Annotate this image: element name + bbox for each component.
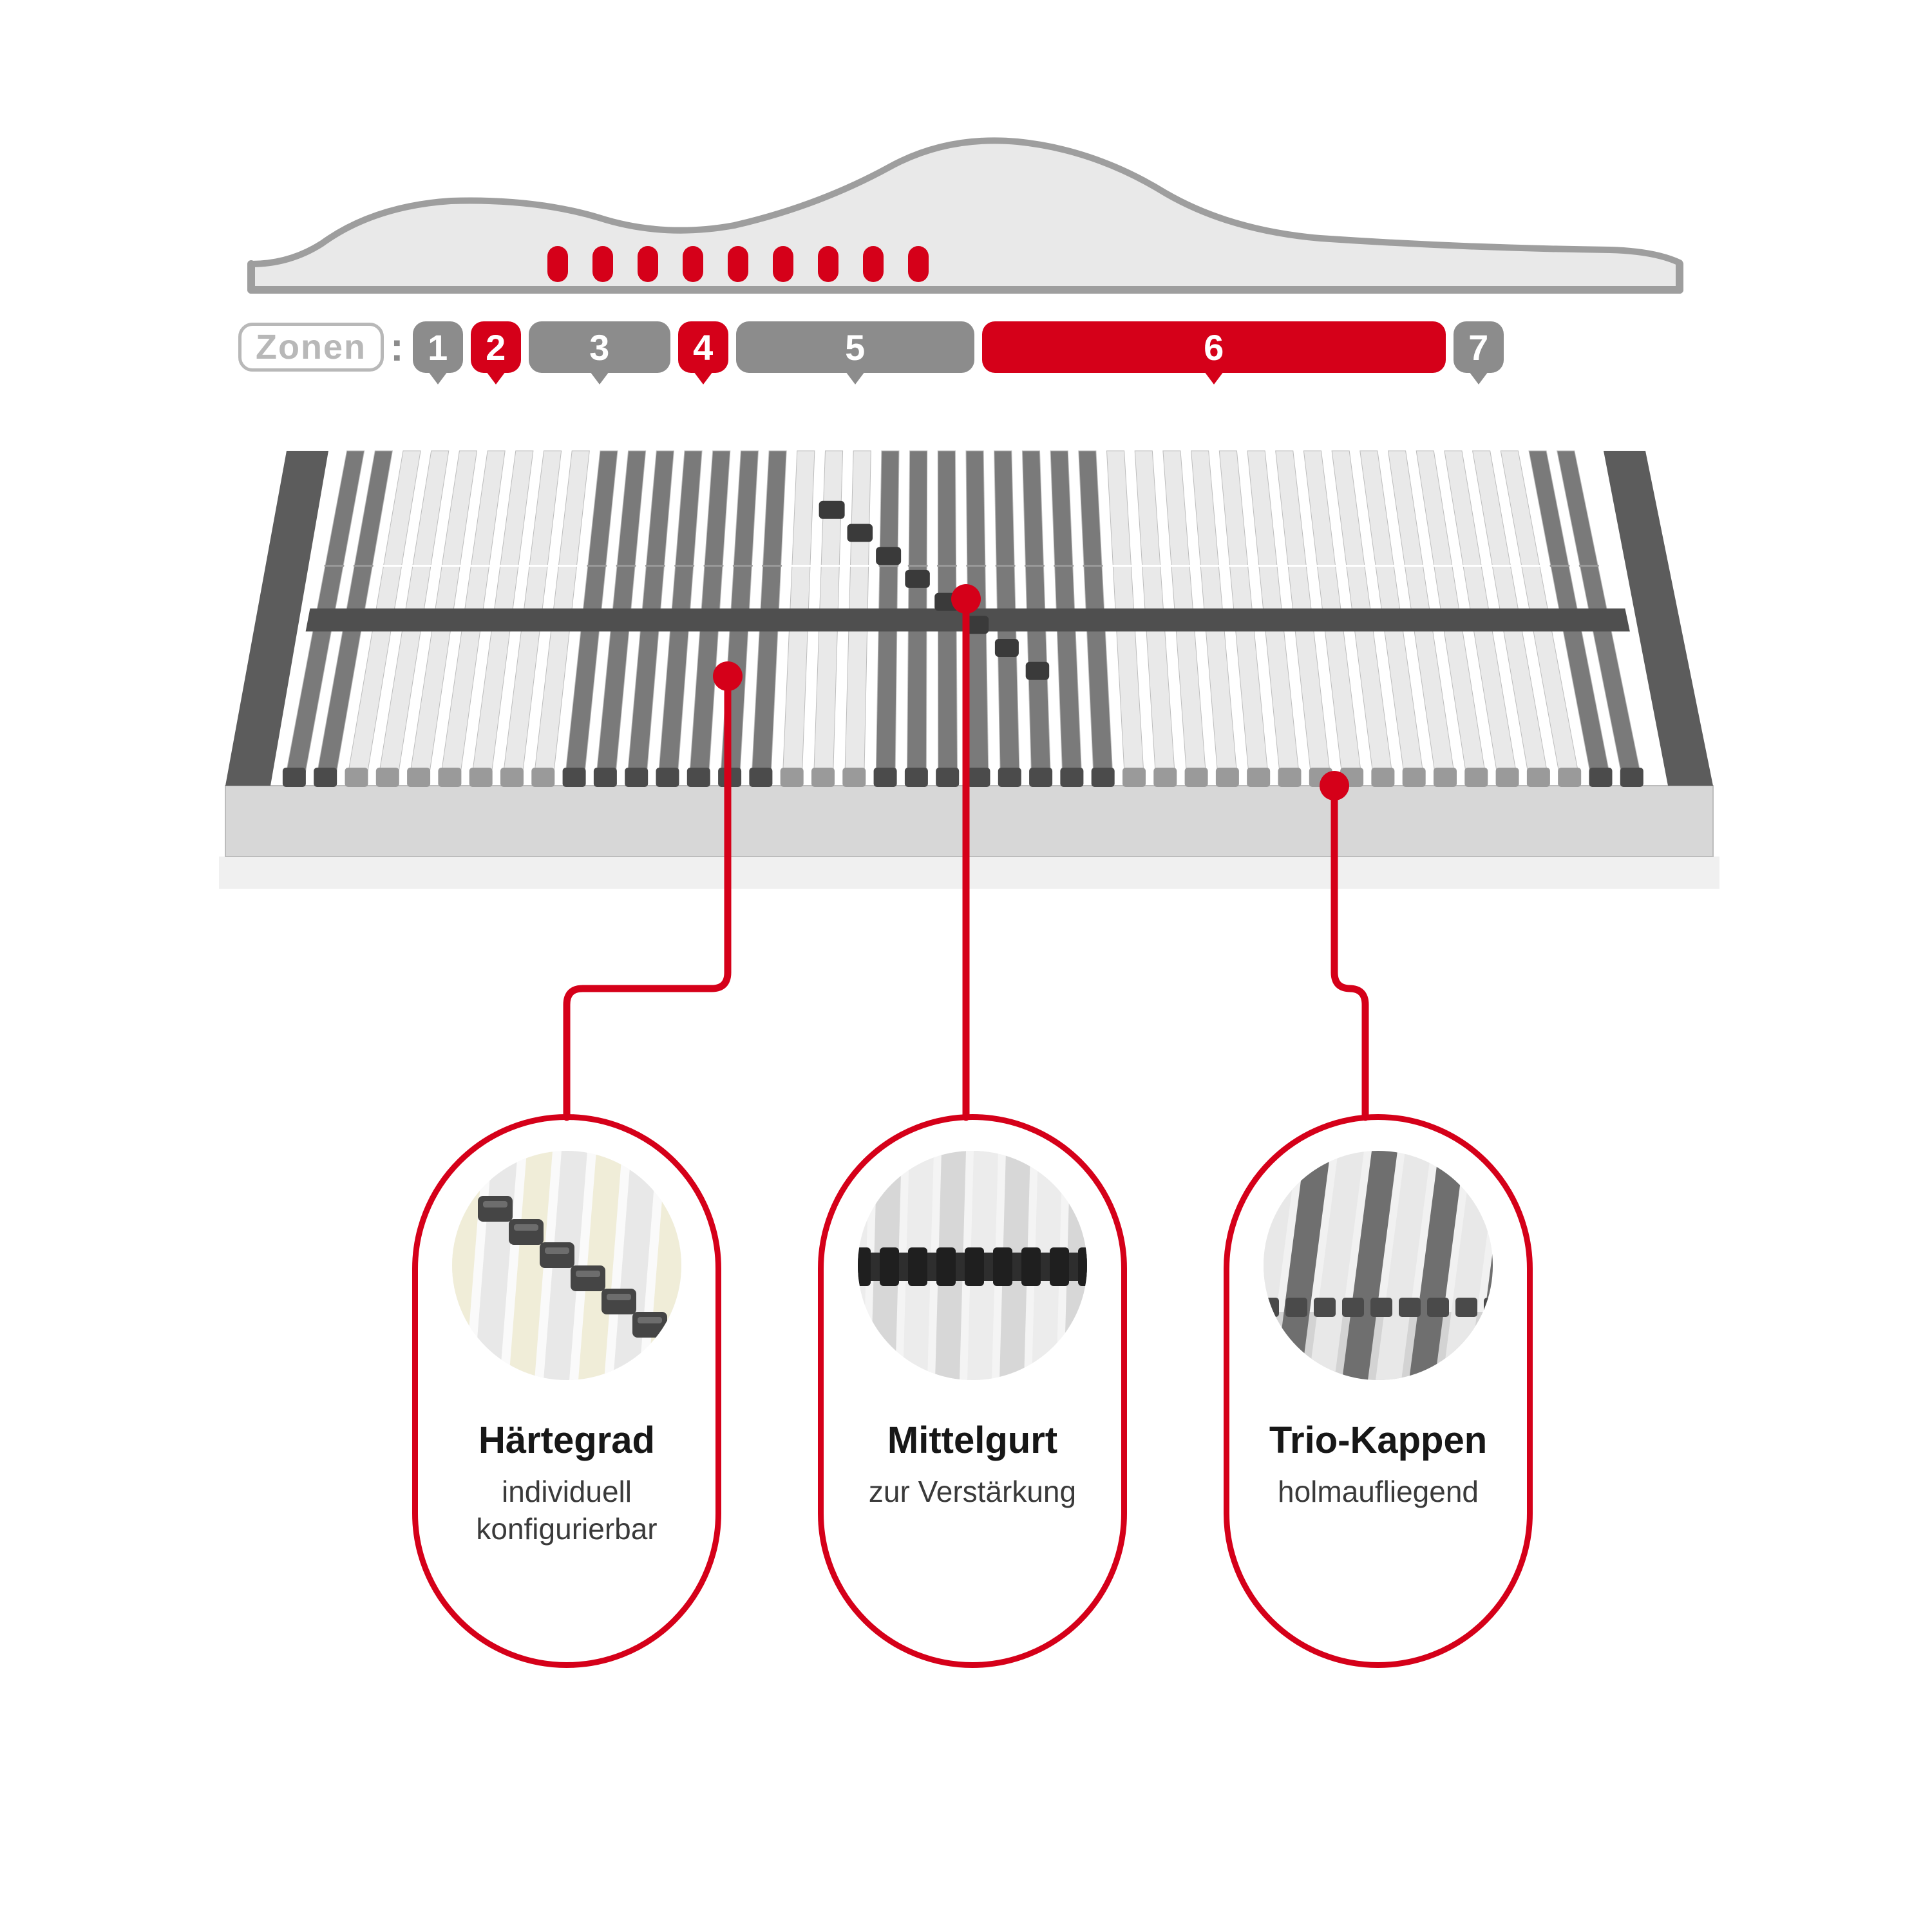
callout-thumb: [1264, 1151, 1493, 1380]
zone-label: Zonen: [238, 323, 384, 372]
feature-callouts: Härtegrad individuellkonfigurierbar Mittel…: [412, 1114, 1533, 1732]
callout-subtitle: holmaufliegend: [1258, 1473, 1498, 1511]
callout-dot-1: [713, 661, 743, 691]
callout-dot-2: [951, 584, 981, 614]
callout-title: Mittelgurt: [887, 1419, 1057, 1462]
callout-title: Trio-Kappen: [1269, 1419, 1487, 1462]
slatted-frame: [213, 419, 1726, 895]
body-silhouette: [238, 103, 1694, 309]
callout-subtitle: zur Verstärkung: [849, 1473, 1095, 1511]
zone-4: 4: [678, 321, 728, 373]
callout-thumb: [452, 1151, 681, 1380]
zone-1: 1: [413, 321, 463, 373]
zone-6: 6: [982, 321, 1446, 373]
zone-3: 3: [529, 321, 670, 373]
callout-3: Trio-Kappen holmaufliegend: [1224, 1114, 1533, 1668]
callout-thumb: [858, 1151, 1087, 1380]
zones-container: 1234567: [413, 321, 1694, 373]
zone-colon: :: [390, 325, 404, 370]
zone-5: 5: [736, 321, 974, 373]
callout-2: Mittelgurt zur Verstärkung: [818, 1114, 1127, 1668]
zone-7: 7: [1454, 321, 1504, 373]
callout-dot-3: [1320, 771, 1349, 800]
callout-subtitle: individuellkonfigurierbar: [457, 1473, 676, 1548]
zone-2: 2: [471, 321, 521, 373]
zone-bar: Zonen : 1234567: [238, 319, 1694, 375]
callout-1: Härtegrad individuellkonfigurierbar: [412, 1114, 721, 1668]
callout-title: Härtegrad: [478, 1419, 655, 1462]
